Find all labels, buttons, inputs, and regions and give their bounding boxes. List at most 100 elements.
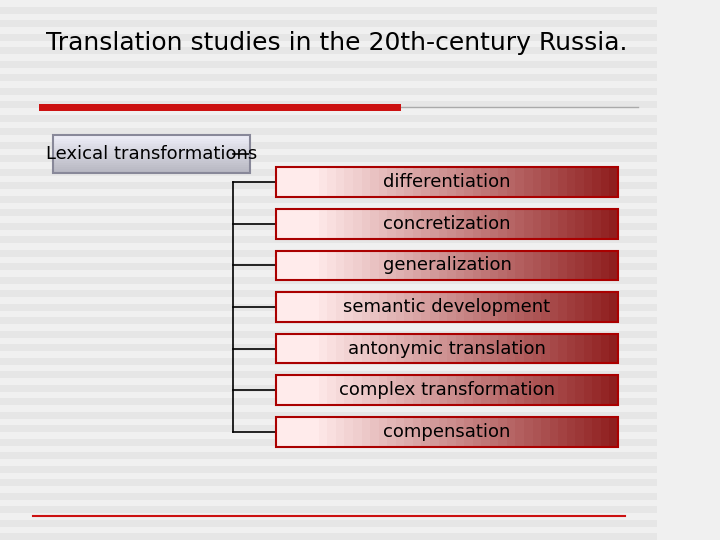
Bar (0, 263, 657, 270)
FancyBboxPatch shape (353, 251, 362, 280)
FancyBboxPatch shape (447, 417, 456, 447)
FancyBboxPatch shape (310, 334, 320, 363)
FancyBboxPatch shape (328, 209, 337, 239)
FancyBboxPatch shape (353, 209, 362, 239)
FancyBboxPatch shape (601, 417, 610, 447)
FancyBboxPatch shape (370, 375, 379, 405)
FancyBboxPatch shape (413, 375, 422, 405)
FancyBboxPatch shape (328, 167, 337, 197)
FancyBboxPatch shape (541, 334, 550, 363)
FancyBboxPatch shape (405, 334, 413, 363)
FancyBboxPatch shape (558, 417, 567, 447)
FancyBboxPatch shape (387, 375, 397, 405)
FancyBboxPatch shape (558, 209, 567, 239)
FancyBboxPatch shape (533, 209, 541, 239)
FancyBboxPatch shape (601, 334, 610, 363)
FancyBboxPatch shape (593, 209, 601, 239)
FancyBboxPatch shape (276, 334, 285, 363)
FancyBboxPatch shape (319, 251, 328, 280)
FancyBboxPatch shape (379, 167, 388, 197)
FancyBboxPatch shape (481, 292, 490, 322)
Bar (0, 399, 657, 405)
FancyBboxPatch shape (421, 209, 431, 239)
FancyBboxPatch shape (490, 375, 499, 405)
FancyBboxPatch shape (353, 167, 362, 197)
FancyBboxPatch shape (490, 251, 499, 280)
FancyBboxPatch shape (438, 417, 448, 447)
FancyBboxPatch shape (421, 375, 431, 405)
FancyBboxPatch shape (464, 417, 473, 447)
Bar (0, 141, 657, 149)
Bar (0, 317, 657, 324)
FancyBboxPatch shape (421, 292, 431, 322)
FancyBboxPatch shape (302, 292, 311, 322)
Bar (0, 507, 657, 513)
FancyBboxPatch shape (430, 417, 439, 447)
FancyBboxPatch shape (353, 417, 362, 447)
FancyBboxPatch shape (473, 251, 482, 280)
FancyBboxPatch shape (584, 292, 593, 322)
FancyBboxPatch shape (473, 334, 482, 363)
Bar (0, 60, 657, 68)
FancyBboxPatch shape (481, 375, 490, 405)
FancyBboxPatch shape (593, 251, 601, 280)
FancyBboxPatch shape (370, 334, 379, 363)
FancyBboxPatch shape (498, 375, 508, 405)
FancyBboxPatch shape (473, 167, 482, 197)
FancyBboxPatch shape (40, 104, 401, 111)
FancyBboxPatch shape (379, 251, 388, 280)
FancyBboxPatch shape (575, 334, 585, 363)
FancyBboxPatch shape (549, 292, 559, 322)
FancyBboxPatch shape (601, 209, 610, 239)
FancyBboxPatch shape (336, 292, 345, 322)
FancyBboxPatch shape (405, 167, 413, 197)
FancyBboxPatch shape (336, 251, 345, 280)
FancyBboxPatch shape (396, 417, 405, 447)
FancyBboxPatch shape (447, 251, 456, 280)
Bar (0, 87, 657, 94)
FancyBboxPatch shape (344, 251, 354, 280)
FancyBboxPatch shape (284, 209, 294, 239)
FancyBboxPatch shape (516, 292, 525, 322)
FancyBboxPatch shape (524, 375, 534, 405)
FancyBboxPatch shape (379, 417, 388, 447)
FancyBboxPatch shape (438, 292, 448, 322)
FancyBboxPatch shape (549, 209, 559, 239)
Bar (0, 372, 657, 378)
FancyBboxPatch shape (464, 167, 473, 197)
FancyBboxPatch shape (507, 334, 516, 363)
FancyBboxPatch shape (601, 375, 610, 405)
Bar (0, 303, 657, 310)
FancyBboxPatch shape (575, 375, 585, 405)
FancyBboxPatch shape (609, 375, 618, 405)
Bar (0, 209, 657, 216)
Bar (0, 74, 657, 81)
Bar (0, 168, 657, 176)
FancyBboxPatch shape (430, 209, 439, 239)
FancyBboxPatch shape (310, 251, 320, 280)
Bar (0, 291, 657, 297)
FancyBboxPatch shape (609, 334, 618, 363)
Bar (0, 33, 657, 40)
FancyBboxPatch shape (370, 417, 379, 447)
FancyBboxPatch shape (524, 251, 534, 280)
FancyBboxPatch shape (370, 292, 379, 322)
FancyBboxPatch shape (293, 417, 302, 447)
FancyBboxPatch shape (456, 334, 465, 363)
FancyBboxPatch shape (438, 334, 448, 363)
FancyBboxPatch shape (344, 417, 354, 447)
FancyBboxPatch shape (567, 292, 576, 322)
FancyBboxPatch shape (549, 334, 559, 363)
FancyBboxPatch shape (387, 292, 397, 322)
FancyBboxPatch shape (302, 417, 311, 447)
Text: compensation: compensation (383, 423, 510, 441)
FancyBboxPatch shape (344, 292, 354, 322)
FancyBboxPatch shape (507, 417, 516, 447)
FancyBboxPatch shape (609, 209, 618, 239)
FancyBboxPatch shape (344, 334, 354, 363)
FancyBboxPatch shape (593, 167, 601, 197)
FancyBboxPatch shape (541, 251, 550, 280)
FancyBboxPatch shape (609, 417, 618, 447)
FancyBboxPatch shape (601, 292, 610, 322)
FancyBboxPatch shape (567, 251, 576, 280)
